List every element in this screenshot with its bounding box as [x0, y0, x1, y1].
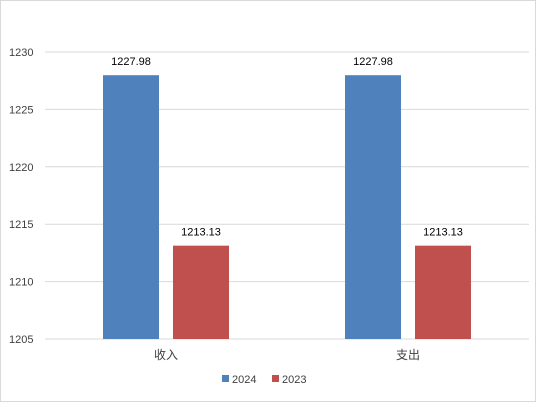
y-tick-label: 1215	[9, 219, 33, 231]
legend-label: 2024	[232, 374, 256, 386]
x-tick-label: 支出	[396, 348, 420, 362]
y-tick-label: 1225	[9, 104, 33, 116]
bar-2023-0	[173, 245, 229, 339]
bar-2024-1	[345, 75, 401, 339]
x-axis-ticks: 收入 支出	[154, 348, 420, 362]
y-tick-label: 1220	[9, 162, 33, 174]
data-label: 1227.98	[353, 56, 393, 68]
x-tick-label: 收入	[154, 348, 178, 362]
legend: 2024 2023	[222, 374, 306, 386]
legend-swatch-2024	[222, 375, 229, 382]
bar-2024-0	[103, 75, 159, 339]
y-tick-label: 1205	[9, 334, 33, 346]
bars	[103, 75, 471, 339]
data-labels: 1227.98 1213.13 1227.98 1213.13	[111, 56, 463, 238]
bar-2023-1	[415, 245, 471, 339]
y-axis-ticks: 1205 1210 1215 1220 1225 1230	[9, 47, 33, 346]
legend-swatch-2023	[272, 375, 279, 382]
legend-label: 2023	[282, 374, 306, 386]
data-label: 1213.13	[423, 227, 463, 239]
data-label: 1213.13	[181, 227, 221, 239]
y-tick-label: 1210	[9, 277, 33, 289]
data-label: 1227.98	[111, 56, 151, 68]
y-tick-label: 1230	[9, 47, 33, 59]
